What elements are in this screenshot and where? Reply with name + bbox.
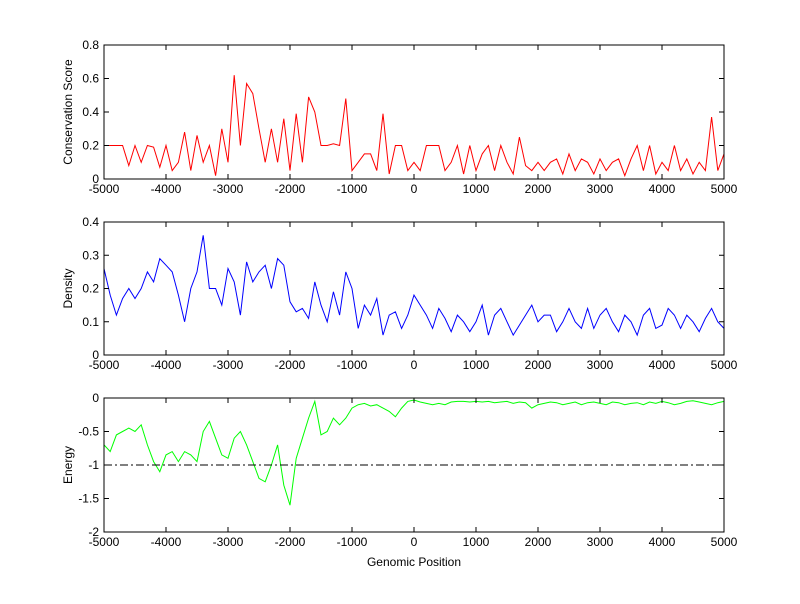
- y-tick-label: 0.1: [82, 315, 99, 329]
- x-tick-label: 5000: [711, 182, 738, 196]
- x-tick-label: -4000: [151, 182, 182, 196]
- x-tick-label: -1000: [337, 182, 368, 196]
- subplot-2: -5000 -4000 -3000 -2000 -1000 0 1000 2000 3000 40…: [61, 215, 738, 372]
- y-tick-label: 0.6: [82, 72, 99, 86]
- x-tick-label: -5000: [89, 535, 120, 549]
- y-axis-label: Conservation Score: [61, 59, 75, 165]
- x-axis-label: Genomic Position: [367, 555, 461, 569]
- x-tick-label: 3000: [587, 182, 614, 196]
- y-tick-label: 0.2: [82, 139, 99, 153]
- y-tick-label: -1.5: [78, 492, 99, 506]
- x-tick-label: 2000: [525, 182, 552, 196]
- y-tick-label: 0: [92, 391, 99, 405]
- x-tick-label: -5000: [89, 358, 120, 372]
- x-tick-label: -5000: [89, 182, 120, 196]
- x-tick-label: 0: [411, 358, 418, 372]
- x-tick-label: -3000: [213, 358, 244, 372]
- x-tick-label: -4000: [151, 535, 182, 549]
- x-tick-label: -2000: [275, 535, 306, 549]
- x-tick-label: 4000: [649, 182, 676, 196]
- data-series-line: [103, 235, 725, 337]
- y-tick-label: -0.5: [78, 425, 99, 439]
- x-tick-label: 4000: [649, 535, 676, 549]
- x-tick-label: -3000: [213, 535, 244, 549]
- x-tick-label: 2000: [525, 535, 552, 549]
- x-tick-label: 1000: [463, 358, 490, 372]
- subplot-3: -5000 -4000 -3000 -2000 -1000 0 1000 2000 3000 40…: [61, 391, 738, 569]
- y-tick-label: 0: [92, 348, 99, 362]
- y-tick-label: 0.4: [82, 215, 99, 229]
- axes-box: [103, 221, 725, 356]
- x-tick-label: 1000: [463, 535, 490, 549]
- x-tick-label: -1000: [337, 358, 368, 372]
- x-tick-label: 3000: [587, 358, 614, 372]
- x-tick-label: 3000: [587, 535, 614, 549]
- y-tick-label: 0.4: [82, 105, 99, 119]
- x-tick-label: 5000: [711, 535, 738, 549]
- y-tick-label: 0.8: [82, 38, 99, 52]
- x-tick-label: -2000: [275, 182, 306, 196]
- x-tick-label: 0: [411, 535, 418, 549]
- x-tick-label: 4000: [649, 358, 676, 372]
- x-tick-label: -4000: [151, 358, 182, 372]
- data-series-line: [103, 399, 725, 506]
- x-tick-label: -1000: [337, 535, 368, 549]
- x-tick-label: 0: [411, 182, 418, 196]
- x-tick-label: 5000: [711, 358, 738, 372]
- y-tick-label: -2: [88, 525, 99, 539]
- x-tick-label: -3000: [213, 182, 244, 196]
- y-axis-label: Energy: [61, 446, 75, 484]
- subplot-1: -5000 -4000 -3000 -2000 -1000 0 1000 2000 3000 40…: [61, 38, 738, 196]
- y-tick-label: 0.2: [82, 282, 99, 296]
- y-axis-label: Density: [61, 268, 75, 308]
- data-series-line: [104, 75, 725, 178]
- y-tick-label: -1: [88, 458, 99, 472]
- x-tick-label: 1000: [463, 182, 490, 196]
- x-tick-label: -2000: [275, 358, 306, 372]
- y-tick-label: 0.3: [82, 248, 99, 262]
- x-tick-label: 2000: [525, 358, 552, 372]
- y-tick-label: 0: [92, 172, 99, 186]
